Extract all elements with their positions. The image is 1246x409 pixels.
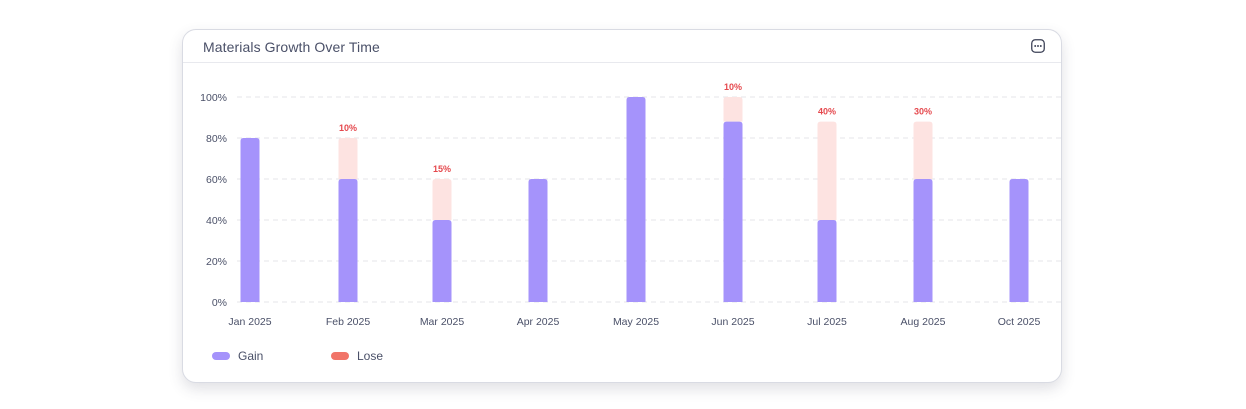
card-header: Materials Growth Over Time bbox=[183, 30, 1061, 63]
y-tick-label: 60% bbox=[206, 174, 227, 186]
x-tick-label: Aug 2025 bbox=[901, 316, 946, 328]
bar-lose bbox=[338, 138, 358, 179]
bar-value-label: 40% bbox=[818, 107, 836, 117]
bar-value-label: 15% bbox=[433, 164, 451, 174]
bar-value-label: 10% bbox=[724, 82, 742, 92]
bar-gain bbox=[528, 179, 548, 302]
more-options-button[interactable] bbox=[1031, 39, 1045, 53]
bar-lose bbox=[817, 121, 837, 220]
bar-value-label: 10% bbox=[339, 123, 357, 133]
bar-gain bbox=[626, 97, 646, 302]
x-tick-label: Jun 2025 bbox=[711, 316, 754, 328]
legend-label-gain: Gain bbox=[238, 349, 264, 363]
x-tick-label: Apr 2025 bbox=[517, 316, 560, 328]
legend-swatch-gain bbox=[212, 352, 230, 360]
legend-item-lose[interactable]: Lose bbox=[331, 349, 383, 363]
y-tick-label: 0% bbox=[212, 297, 227, 309]
y-tick-label: 100% bbox=[200, 92, 227, 104]
bar-gain bbox=[338, 179, 358, 302]
card-title: Materials Growth Over Time bbox=[203, 39, 380, 55]
bar-gain bbox=[240, 138, 260, 302]
bar-lose bbox=[723, 97, 743, 122]
bar-gain bbox=[432, 220, 452, 302]
chart-card: Materials Growth Over Time 0% 20% 40% 60% 80… bbox=[182, 29, 1062, 383]
bar-gain bbox=[817, 220, 837, 302]
y-tick-label: 20% bbox=[206, 256, 227, 268]
bar-lose bbox=[432, 179, 452, 220]
x-tick-label: Jul 2025 bbox=[807, 316, 847, 328]
x-tick-label: May 2025 bbox=[613, 316, 659, 328]
bar-gain bbox=[723, 121, 743, 302]
legend-label-lose: Lose bbox=[357, 349, 384, 363]
y-tick-label: 80% bbox=[206, 133, 227, 145]
more-horizontal-icon bbox=[1031, 39, 1045, 53]
bar-gain bbox=[913, 179, 933, 302]
x-tick-label: Jan 2025 bbox=[228, 316, 271, 328]
bar-value-label: 30% bbox=[914, 107, 932, 117]
bar-lose bbox=[913, 121, 933, 179]
x-tick-label: Mar 2025 bbox=[420, 316, 465, 328]
legend-swatch-lose bbox=[331, 352, 349, 360]
x-tick-label: Oct 2025 bbox=[998, 316, 1041, 328]
bar-gain bbox=[1009, 179, 1029, 302]
y-tick-label: 40% bbox=[206, 215, 227, 227]
x-tick-label: Feb 2025 bbox=[326, 316, 371, 328]
legend-item-gain[interactable]: Gain bbox=[212, 349, 263, 363]
stacked-bar-chart: 0% 20% 40% 60% 80% 100% Jan 2025 10% Feb 2025 15%… bbox=[200, 82, 1061, 328]
